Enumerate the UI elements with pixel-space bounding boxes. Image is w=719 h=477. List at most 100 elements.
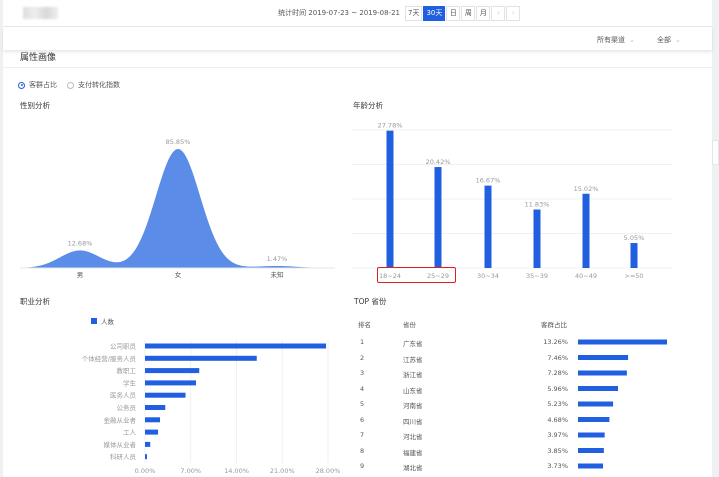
channel-select[interactable]: 所有渠道 ⌄ (597, 35, 635, 45)
age-bar[interactable] (533, 209, 541, 268)
occupation-title: 职业分析 (20, 297, 50, 306)
occupation-tick-label: 21.00% (270, 467, 295, 475)
side-tab[interactable] (712, 140, 719, 165)
occupation-bar[interactable] (145, 441, 151, 447)
province-share: 3.97% (547, 431, 568, 439)
province-share: 4.68% (547, 415, 568, 424)
occupation-category-label: 工人 (123, 429, 137, 437)
period-buttons: 7天 30天 日 周 月 ‹ › (405, 6, 521, 21)
province-share: 13.26% (543, 338, 568, 346)
province-share: 5.23% (547, 400, 568, 408)
chevron-right-icon[interactable]: › (506, 6, 521, 21)
province-name: 江苏省 (403, 355, 423, 364)
occupation-bar[interactable] (145, 405, 166, 410)
occupation-category-label: 学生 (123, 378, 137, 387)
occupation-category-label: 科研人员 (110, 452, 137, 461)
province-name: 广东省 (403, 340, 423, 348)
occupation-bar[interactable] (145, 368, 200, 374)
province-rank: 8 (360, 446, 365, 455)
gender-category-label: 未知 (271, 270, 284, 279)
age-category-label: 25~29 (427, 272, 449, 280)
age-bar[interactable] (630, 243, 638, 268)
province-rank: 1 (360, 338, 365, 346)
occupation-category-label: 教职工 (117, 366, 137, 375)
age-bar[interactable] (386, 130, 394, 268)
age-bar[interactable] (582, 193, 590, 268)
province-share: 5.96% (547, 384, 568, 393)
occupation-bar[interactable] (145, 343, 327, 349)
gender-area (20, 148, 335, 268)
radio-label: 支付转化指数 (78, 81, 120, 89)
occupation-category-label: 个体经营/服务人员 (82, 354, 137, 363)
occupation-bar[interactable] (145, 392, 186, 398)
period-7d-button[interactable]: 7天 (405, 6, 423, 21)
province-bar (578, 448, 604, 453)
date-range-label: 统计时间 2019-07-23 ~ 2019-08-21 (278, 9, 400, 17)
filter-bar: 所有渠道 ⌄ 全部 ⌄ (3, 27, 712, 50)
province-bar (578, 355, 629, 360)
top-header: 统计时间 2019-07-23 ~ 2019-08-21 7天 30天 日 周 … (3, 0, 712, 27)
occupation-bar[interactable] (145, 417, 161, 423)
occupation-category-label: 媒体从业者 (104, 440, 137, 449)
province-title: TOP 省份 (354, 297, 387, 306)
age-data-label: 11.83% (525, 201, 550, 209)
province-bar (578, 417, 610, 422)
occupation-bar[interactable] (145, 355, 257, 361)
radio-share[interactable]: 客群占比 (18, 80, 57, 90)
province-bar (578, 386, 619, 391)
scope-select[interactable]: 全部 ⌄ (657, 35, 681, 45)
province-rank: 7 (360, 431, 365, 439)
chevron-down-icon: ⌄ (629, 36, 635, 44)
channel-select-label: 所有渠道 (597, 36, 625, 44)
main-card: 统计时间 2019-07-23 ~ 2019-08-21 7天 30天 日 周 … (3, 0, 712, 477)
province-bar (578, 432, 605, 438)
occupation-category-label: 金融从业者 (104, 415, 137, 424)
province-name: 河北省 (403, 433, 423, 441)
radio-group: 客群占比 支付转化指数 (18, 80, 120, 90)
occupation-bar[interactable] (145, 380, 196, 386)
age-category-label: 40~49 (575, 272, 597, 280)
col-province: 省份 (403, 321, 416, 329)
period-day-button[interactable]: 日 (446, 6, 461, 21)
occupation-bar[interactable] (145, 454, 147, 460)
province-rank: 3 (360, 369, 365, 377)
occupation-category-label: 公司职员 (110, 343, 137, 351)
radio-label: 客群占比 (29, 81, 57, 89)
occupation-bar[interactable] (145, 429, 159, 435)
period-30d-button[interactable]: 30天 (423, 6, 446, 21)
age-data-label: 27.78% (378, 122, 403, 130)
age-category-label: 30~34 (477, 272, 499, 280)
province-share: 3.73% (547, 462, 568, 470)
occupation-category-label: 公务员 (117, 403, 137, 412)
occupation-tick-label: 0.00% (135, 467, 156, 475)
age-data-label: 15.02% (574, 185, 599, 193)
age-data-label: 20.42% (426, 158, 451, 166)
divider (3, 67, 712, 68)
age-category-label: 18~24 (379, 272, 401, 280)
gender-data-label: 1.47% (267, 255, 288, 263)
province-name: 浙江省 (403, 371, 423, 379)
legend-swatch (91, 318, 97, 324)
province-rank: 5 (360, 400, 365, 408)
age-bar[interactable] (434, 167, 442, 268)
province-bar (578, 463, 604, 469)
province-name: 四川省 (403, 417, 423, 426)
province-name: 福建省 (403, 448, 423, 457)
age-bar[interactable] (484, 185, 492, 268)
logo (23, 7, 58, 19)
occupation-category-label: 医务人员 (110, 391, 137, 400)
period-month-button[interactable]: 月 (476, 6, 491, 21)
province-name: 河南省 (403, 402, 423, 410)
age-title: 年龄分析 (353, 101, 383, 110)
period-week-button[interactable]: 周 (461, 6, 476, 21)
radio-conversion[interactable]: 支付转化指数 (67, 80, 120, 90)
col-rank: 排名 (358, 321, 371, 329)
province-share: 3.85% (547, 446, 568, 455)
gender-title: 性别分析 (20, 101, 50, 110)
age-category-label: >=50 (624, 272, 643, 280)
chevron-left-icon[interactable]: ‹ (491, 6, 506, 21)
province-share: 7.28% (547, 369, 568, 377)
scope-select-label: 全部 (657, 36, 671, 44)
province-rank: 6 (360, 415, 365, 424)
